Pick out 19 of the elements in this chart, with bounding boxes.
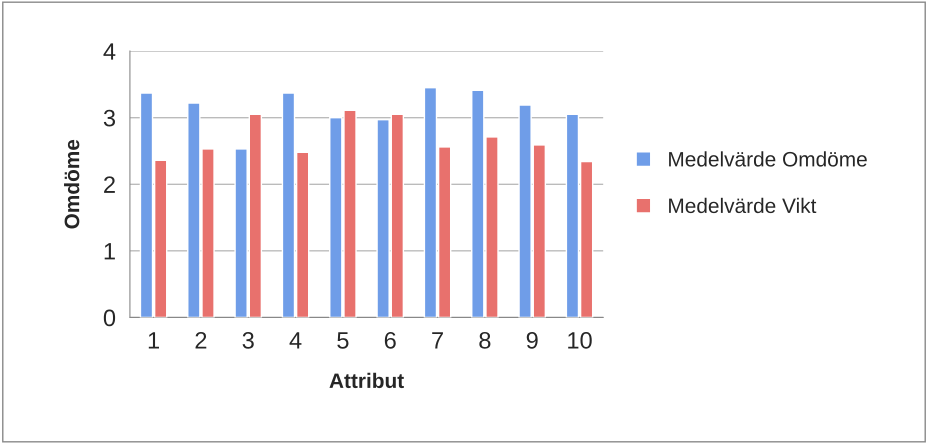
legend-label: Medelvärde Omdöme [669,151,867,167]
x-tick-label: 1 [148,332,159,348]
x-tick-label: 3 [242,332,254,349]
y-tick-label: 4 [103,43,116,60]
x-tick-label: 4 [290,332,302,348]
x-tick-label: 6 [384,332,396,349]
x-tick-label: 8 [479,332,490,349]
y-tick-label: 0 [104,310,116,326]
y-axis-title: Omdöme [64,140,80,229]
x-tick-label: 9 [526,332,538,349]
x-tick-label: 2 [196,332,206,348]
x-tick-label: 10 [568,332,592,349]
y-tick-label: 2 [104,176,115,193]
x-tick-label: 7 [432,332,443,348]
x-axis-title: Attribut [329,372,404,388]
x-tick-label: 5 [337,332,348,349]
y-tick-label: 1 [104,243,115,260]
y-tick-label: 3 [104,110,115,126]
legend-label: Medelvärde Vikt [669,198,816,214]
